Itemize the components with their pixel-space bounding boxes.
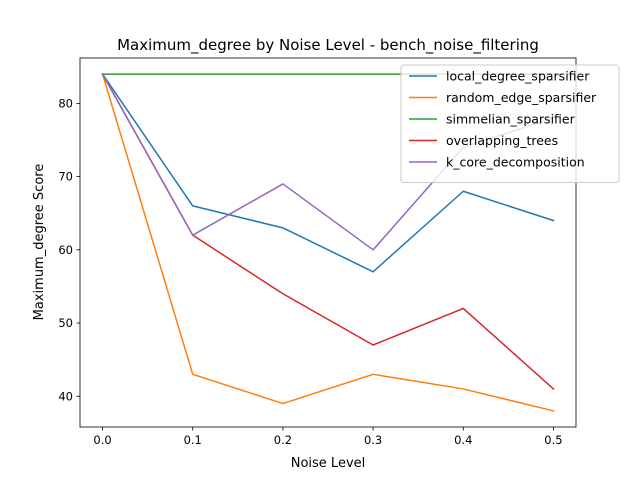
x-tick-label: 0.0 [93, 433, 111, 447]
chart-title: Maximum_degree by Noise Level - bench_no… [117, 36, 539, 55]
legend-label-k_core_decomposition: k_core_decomposition [446, 155, 585, 170]
plot-area: 0.0 0.1 0.2 0.3 0.4 0.5 40 50 60 70 80 [58, 57, 577, 447]
legend: local_degree_sparsifier random_edge_spars… [400, 64, 620, 183]
x-tick-label: 0.4 [454, 433, 472, 447]
legend-label-local_degree_sparsifier: local_degree_sparsifier [446, 69, 590, 84]
y-axis-label: Maximum_degree Score [32, 164, 47, 321]
legend-label-simmelian_sparsifier: simmelian_sparsifier [446, 112, 576, 127]
x-tick-label: 0.2 [274, 433, 292, 447]
axes-frame [79, 57, 577, 428]
legend-label-overlapping_trees: overlapping_trees [446, 133, 558, 148]
legend-box [400, 64, 620, 183]
legend-label-random_edge_sparsifier: random_edge_sparsifier [446, 90, 597, 105]
y-tick-label: 80 [58, 96, 73, 110]
series-line-random_edge_sparsifier [101, 73, 555, 412]
x-tick-label: 0.1 [184, 433, 202, 447]
x-tick-label: 0.5 [544, 433, 562, 447]
y-tick-label: 50 [58, 316, 73, 330]
y-tick-label: 60 [58, 243, 73, 257]
series-line-local_degree_sparsifier [101, 73, 555, 273]
x-axis-label: Noise Level [291, 456, 366, 471]
y-tick-label: 40 [58, 389, 73, 403]
x-tick-label: 0.3 [364, 433, 382, 447]
y-tick-label: 70 [58, 170, 73, 184]
